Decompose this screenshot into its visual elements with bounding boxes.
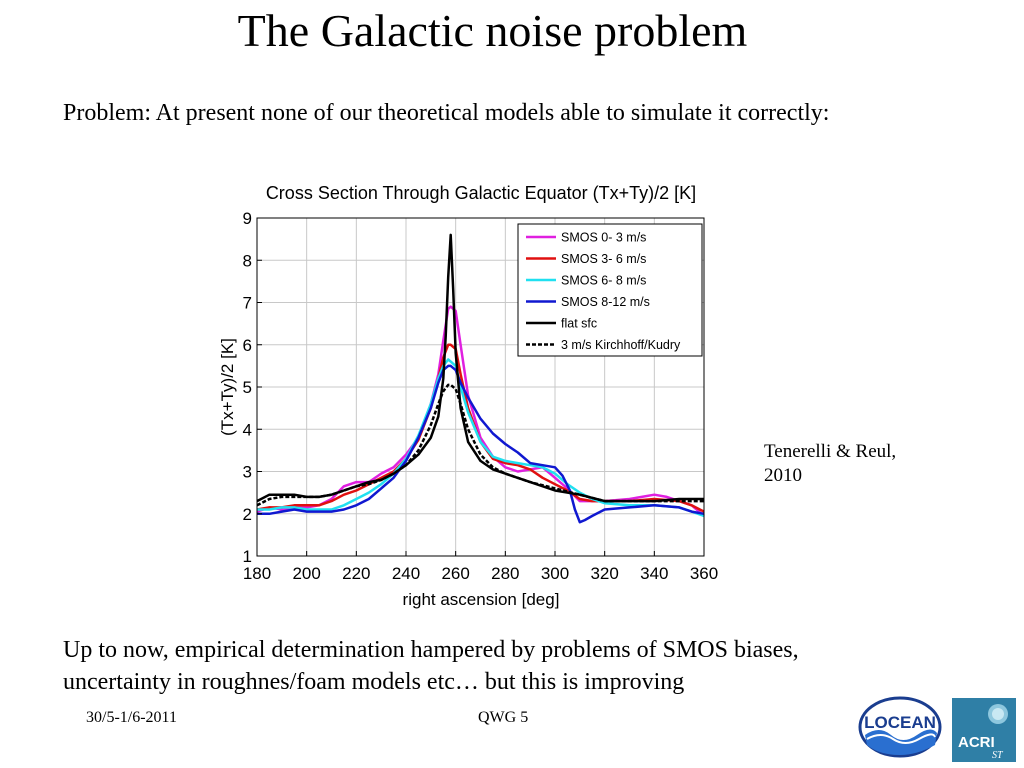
axes: 180 200 220 240 260 280 300 320 340 360 1 2 3 4 5 6 7 8 9: [243, 209, 719, 583]
y-axis-label: (Tx+Ty)/2 [K]: [218, 338, 237, 436]
conclusion-line-2: uncertainty in roughnes/foam models etc……: [63, 669, 685, 695]
x-tick-label: 300: [541, 564, 569, 583]
plot-frame: [256, 217, 705, 557]
conclusion-line-1: Up to now, empirical determination hampe…: [63, 637, 799, 663]
footer-date: 30/5-1/6-2011: [86, 709, 177, 726]
y-tick-label: 9: [243, 209, 252, 228]
x-tick-label: 240: [392, 564, 420, 583]
slide-title: The Galactic noise problem: [237, 5, 748, 56]
legend-label: SMOS 0- 3 m/s: [561, 231, 646, 245]
legend-box: [517, 223, 703, 357]
problem-statement: Problem: At present none of our theoreti…: [63, 100, 830, 126]
y-tick-label: 8: [243, 251, 252, 270]
y-tick-label: 2: [243, 505, 252, 524]
citation-authors: Tenerelli & Reul,: [764, 441, 897, 462]
locean-logo: LOCEAN: [858, 696, 942, 758]
series-lines: [256, 233, 705, 524]
conclusion-text: Up to now, empirical determination hampe…: [63, 634, 799, 698]
citation: Tenerelli & Reul, 2010: [764, 440, 896, 488]
legend-label: 3 m/s Kirchhoff/Kudry: [561, 338, 681, 352]
series-line-6: [256, 383, 704, 507]
y-tick-label: 5: [243, 378, 252, 397]
acri-logo-text: ACRI: [958, 734, 995, 751]
legend: SMOS 0- 3 m/s SMOS 3- 6 m/s SMOS 6- 8 m/s S…: [517, 223, 703, 357]
legend-label: SMOS 6- 8 m/s: [561, 274, 646, 288]
footer-event: QWG 5: [478, 709, 529, 726]
citation-year: 2010: [764, 465, 802, 486]
series-line-2: [256, 343, 705, 513]
y-tick-label: 1: [243, 547, 252, 566]
x-tick-label: 360: [690, 564, 718, 583]
x-tick-label: 200: [292, 564, 320, 583]
x-tick-label: 180: [243, 564, 271, 583]
series-line-4: [257, 364, 705, 524]
y-tick-label: 3: [243, 463, 252, 482]
x-axis-label: right ascension [deg]: [403, 590, 560, 609]
x-tick-label: 220: [342, 564, 370, 583]
locean-logo-text: LOCEAN: [864, 713, 936, 732]
x-tick-label: 280: [491, 564, 519, 583]
x-tick-label: 340: [640, 564, 668, 583]
acri-logo-subtext: ST: [992, 750, 1004, 761]
y-tick-label: 4: [243, 420, 252, 439]
x-tick-label: 260: [441, 564, 469, 583]
x-tick-label: 320: [590, 564, 618, 583]
chart-title: Cross Section Through Galactic Equator (…: [266, 183, 696, 203]
y-tick-label: 7: [243, 294, 252, 313]
y-tick-label: 6: [243, 336, 252, 355]
legend-label: SMOS 8-12 m/s: [561, 295, 650, 309]
legend-label: SMOS 3- 6 m/s: [561, 252, 646, 266]
legend-label: flat sfc: [561, 317, 597, 331]
acri-st-logo: ACRI ST: [952, 698, 1016, 762]
